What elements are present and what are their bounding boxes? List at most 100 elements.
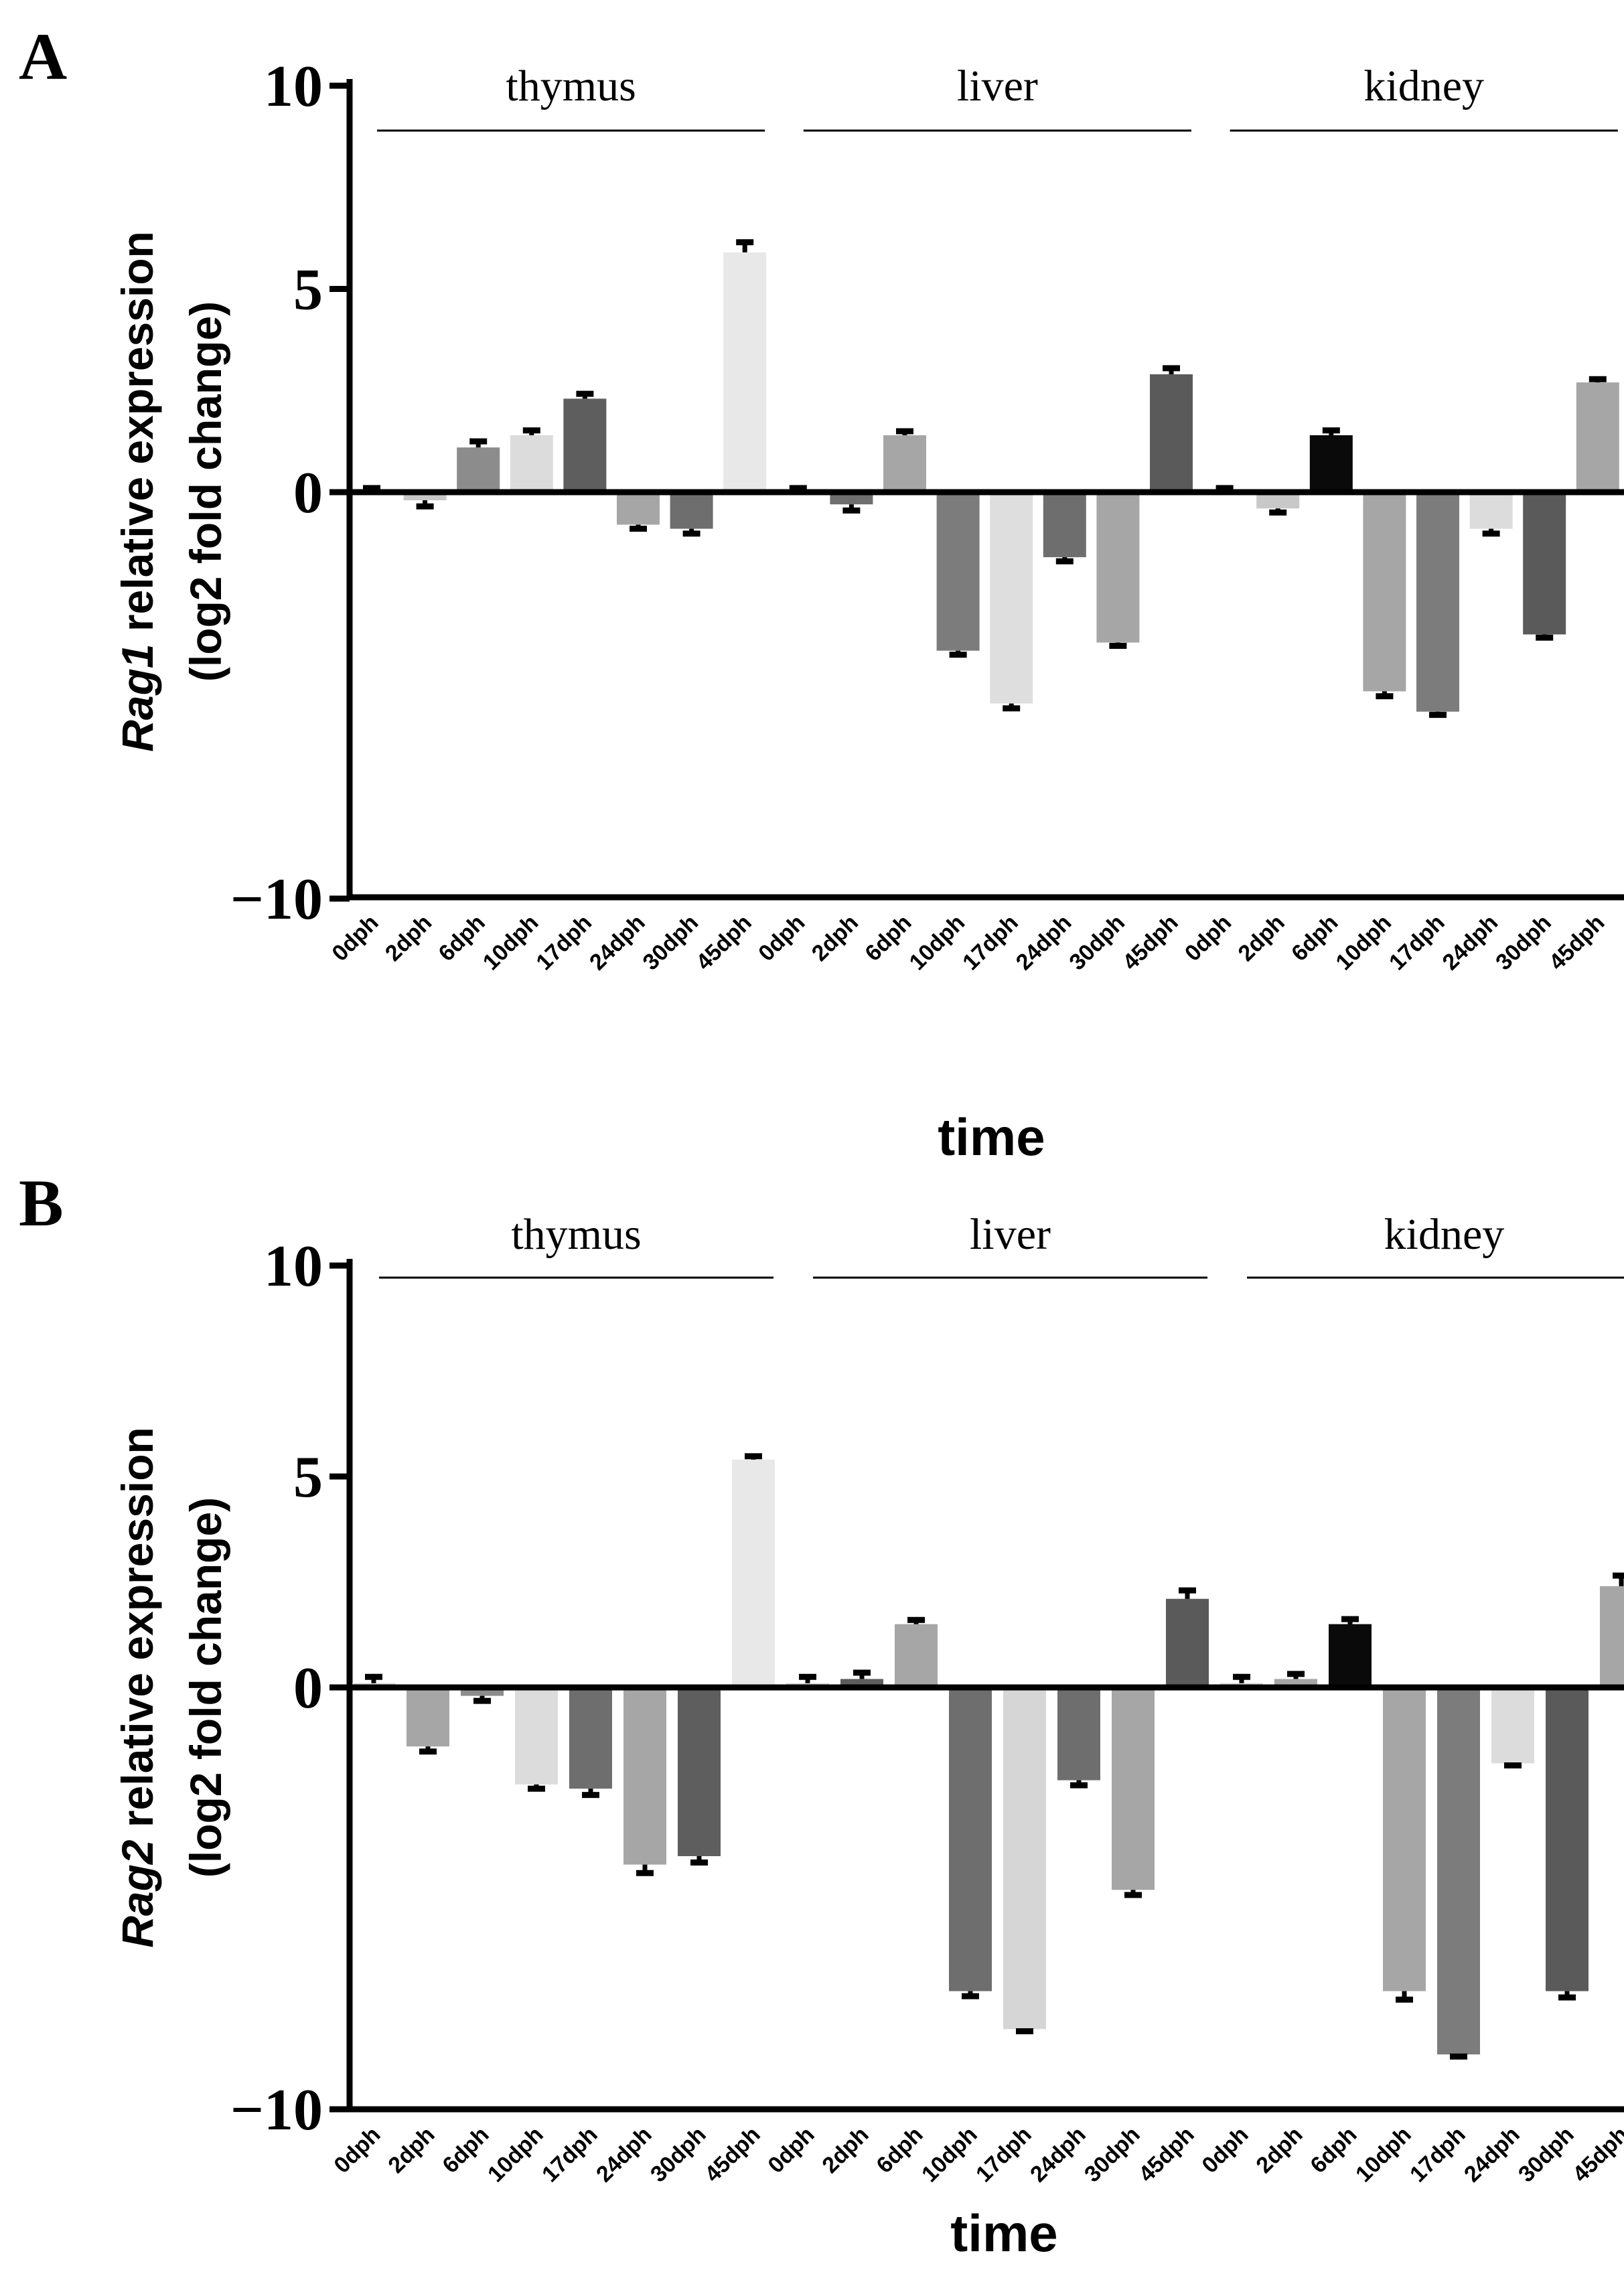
bar-liver-10dph xyxy=(936,492,980,651)
x-tick-label: 24dph xyxy=(1459,2122,1525,2188)
x-tick-label: 24dph xyxy=(591,2122,657,2188)
bar-kidney-17dph xyxy=(1416,492,1459,712)
bar-thymus-2dph xyxy=(407,1687,449,1747)
bar-thymus-30dph xyxy=(670,492,713,529)
panel-b: B Rag2 relative expression (log2 fold cha… xyxy=(19,1166,1624,2263)
x-axis-label: time xyxy=(950,2204,1057,2263)
x-tick-label: 0dph xyxy=(1180,910,1236,966)
x-tick-label: 30dph xyxy=(1064,910,1130,976)
x-tick-label: 17dph xyxy=(531,910,597,976)
y-tick-label: 0 xyxy=(293,1656,323,1721)
y-tick-label: 10 xyxy=(264,1234,323,1299)
x-tick-label: 0dph xyxy=(327,910,383,966)
x-tick-label: 30dph xyxy=(646,2122,711,2188)
x-tick-label: 17dph xyxy=(1384,910,1450,976)
x-tick-label: 10dph xyxy=(1331,910,1396,976)
x-tick-label: 17dph xyxy=(537,2122,603,2188)
y-tick-label: 0 xyxy=(293,461,323,526)
bar-liver-10dph xyxy=(949,1687,992,1991)
x-tick-label: 0dph xyxy=(1197,2122,1253,2178)
x-tick-label: 45dph xyxy=(691,910,757,976)
y-label-line2: (log2 fold change) xyxy=(181,301,230,682)
bar-kidney-30dph xyxy=(1523,492,1566,635)
x-tick-label: 24dph xyxy=(1438,910,1503,976)
x-tick-label: 17dph xyxy=(971,2122,1037,2188)
x-tick-label: 2dph xyxy=(807,910,863,966)
x-tick-label: 24dph xyxy=(585,910,650,976)
x-tick-label: 24dph xyxy=(1011,910,1077,976)
x-tick-label: 17dph xyxy=(958,910,1023,976)
bar-liver-30dph xyxy=(1096,492,1140,643)
x-tick-label: 30dph xyxy=(638,910,704,976)
bar-thymus-10dph xyxy=(510,435,553,492)
bar-kidney-45dph xyxy=(1600,1586,1624,1687)
x-tick-label: 30dph xyxy=(1080,2122,1145,2188)
y-tick-label: −10 xyxy=(230,867,323,932)
bar-kidney-6dph xyxy=(1329,1624,1372,1687)
bar-liver-2dph xyxy=(830,492,873,505)
y-label-line1: Rag1 relative expression xyxy=(113,231,162,752)
y-label-gene: Rag1 xyxy=(113,643,162,751)
bar-liver-45dph xyxy=(1150,374,1193,492)
bar-thymus-24dph xyxy=(617,492,660,525)
bar-kidney-45dph xyxy=(1576,382,1619,492)
bar-kidney-10dph xyxy=(1363,492,1406,692)
panel-a: A Rag1 relative expression (log2 fold cha… xyxy=(19,19,1624,1166)
x-tick-label: 45dph xyxy=(1544,910,1610,976)
panel-letter: B xyxy=(19,1166,64,1240)
y-label-rest: relative expression xyxy=(113,231,162,643)
x-tick-label: 10dph xyxy=(917,2122,982,2188)
bar-kidney-24dph xyxy=(1469,492,1513,529)
bar-kidney-30dph xyxy=(1546,1687,1589,1991)
bar-thymus-24dph xyxy=(623,1687,666,1865)
x-tick-label: 10dph xyxy=(905,910,970,976)
y-axis-label: Rag2 relative expression (log2 fold chang… xyxy=(113,1427,230,1948)
bar-thymus-30dph xyxy=(678,1687,721,1856)
x-tick-label: 0dph xyxy=(753,910,810,966)
bar-liver-24dph xyxy=(1057,1687,1100,1780)
x-tick-label: 10dph xyxy=(1351,2122,1416,2188)
x-tick-label: 10dph xyxy=(478,910,544,976)
x-tick-label: 45dph xyxy=(1118,910,1183,976)
y-label-rest: relative expression xyxy=(113,1427,162,1839)
x-tick-label: 17dph xyxy=(1405,2122,1471,2188)
bar-liver-17dph xyxy=(1003,1687,1046,2030)
bar-thymus-45dph xyxy=(723,252,767,492)
group-label-kidney: kidney xyxy=(1363,62,1484,110)
group-label-thymus: thymus xyxy=(511,1210,641,1259)
x-tick-label: 0dph xyxy=(329,2122,385,2178)
bar-thymus-17dph xyxy=(569,1687,612,1789)
group-label-thymus: thymus xyxy=(506,62,636,110)
bar-kidney-17dph xyxy=(1437,1687,1480,2055)
x-tick-label: 30dph xyxy=(1514,2122,1579,2188)
y-tick-label: −10 xyxy=(230,2078,323,2143)
bar-liver-6dph xyxy=(883,435,926,492)
group-label-kidney: kidney xyxy=(1384,1210,1505,1259)
x-tick-label: 2dph xyxy=(380,910,437,966)
bar-thymus-6dph xyxy=(457,447,500,492)
y-axis-label: Rag1 relative expression (log2 fold chang… xyxy=(113,231,230,752)
y-label-line2: (log2 fold change) xyxy=(181,1497,230,1878)
group-label-liver: liver xyxy=(957,62,1038,110)
y-tick-label: 5 xyxy=(293,1445,323,1510)
panel-letter: A xyxy=(19,19,67,94)
x-tick-label: 0dph xyxy=(763,2122,819,2178)
x-tick-label: 2dph xyxy=(383,2122,439,2178)
y-label-line1: Rag2 relative expression xyxy=(113,1427,162,1948)
x-tick-label: 45dph xyxy=(700,2122,765,2188)
bar-kidney-24dph xyxy=(1491,1687,1534,1764)
bar-kidney-6dph xyxy=(1309,435,1353,492)
bar-thymus-45dph xyxy=(732,1459,775,1687)
bar-liver-6dph xyxy=(895,1624,938,1687)
x-tick-label: 2dph xyxy=(1234,910,1290,966)
x-tick-label: 24dph xyxy=(1025,2122,1091,2188)
y-label-gene: Rag2 xyxy=(113,1839,162,1948)
bar-liver-17dph xyxy=(990,492,1033,704)
y-tick-label: 10 xyxy=(264,54,323,119)
bar-thymus-17dph xyxy=(563,398,607,492)
bar-liver-45dph xyxy=(1166,1598,1209,1687)
x-tick-label: 45dph xyxy=(1568,2122,1624,2188)
x-tick-label: 10dph xyxy=(483,2122,548,2188)
bar-kidney-10dph xyxy=(1383,1687,1426,1991)
